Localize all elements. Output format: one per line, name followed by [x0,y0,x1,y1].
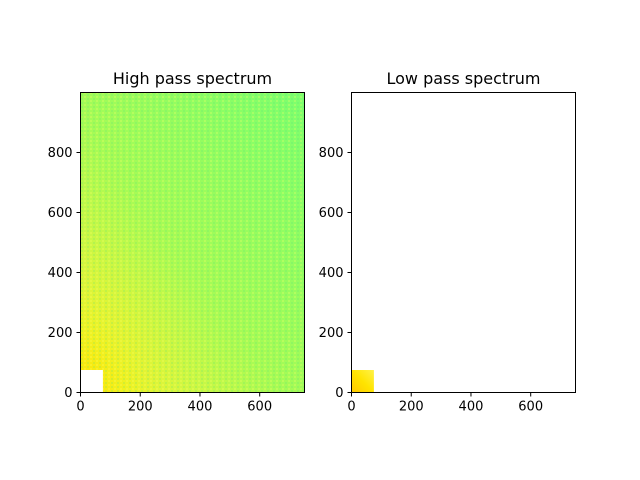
passband-region [351,370,374,393]
x-axis: 0 200 400 600 [76,392,272,415]
chart-title: High pass spectrum [113,69,272,88]
y-tick-label: 400 [319,266,344,281]
y-tick-label: 600 [319,206,344,221]
y-tick-label: 0 [335,386,343,401]
y-tick-label: 600 [48,206,73,221]
x-tick-label: 0 [347,400,355,415]
axes-frame [80,92,305,393]
high-pass-panel: High pass spectrum 0 200 400 600 0 200 400 600… [48,69,305,415]
x-tick-label: 600 [247,400,272,415]
heatmap-image [80,92,305,393]
masked-low-frequency-region [80,370,103,393]
y-tick-label: 400 [48,266,73,281]
y-tick-label: 800 [319,146,344,161]
y-axis: 0 200 400 600 800 [48,146,81,401]
x-axis: 0 200 400 600 [347,392,543,415]
y-axis: 0 200 400 600 800 [319,146,352,401]
y-tick-label: 0 [64,386,72,401]
x-tick-label: 200 [128,400,153,415]
low-pass-panel: Low pass spectrum 0 200 400 600 0 200 400 600 8… [319,69,576,415]
axes-frame [351,92,576,393]
x-tick-label: 600 [518,400,543,415]
chart-title: Low pass spectrum [386,69,540,88]
y-tick-label: 200 [48,326,73,341]
x-tick-label: 0 [76,400,84,415]
x-tick-label: 200 [399,400,424,415]
y-tick-label: 800 [48,146,73,161]
x-tick-label: 400 [188,400,213,415]
x-tick-label: 400 [459,400,484,415]
y-tick-label: 200 [319,326,344,341]
